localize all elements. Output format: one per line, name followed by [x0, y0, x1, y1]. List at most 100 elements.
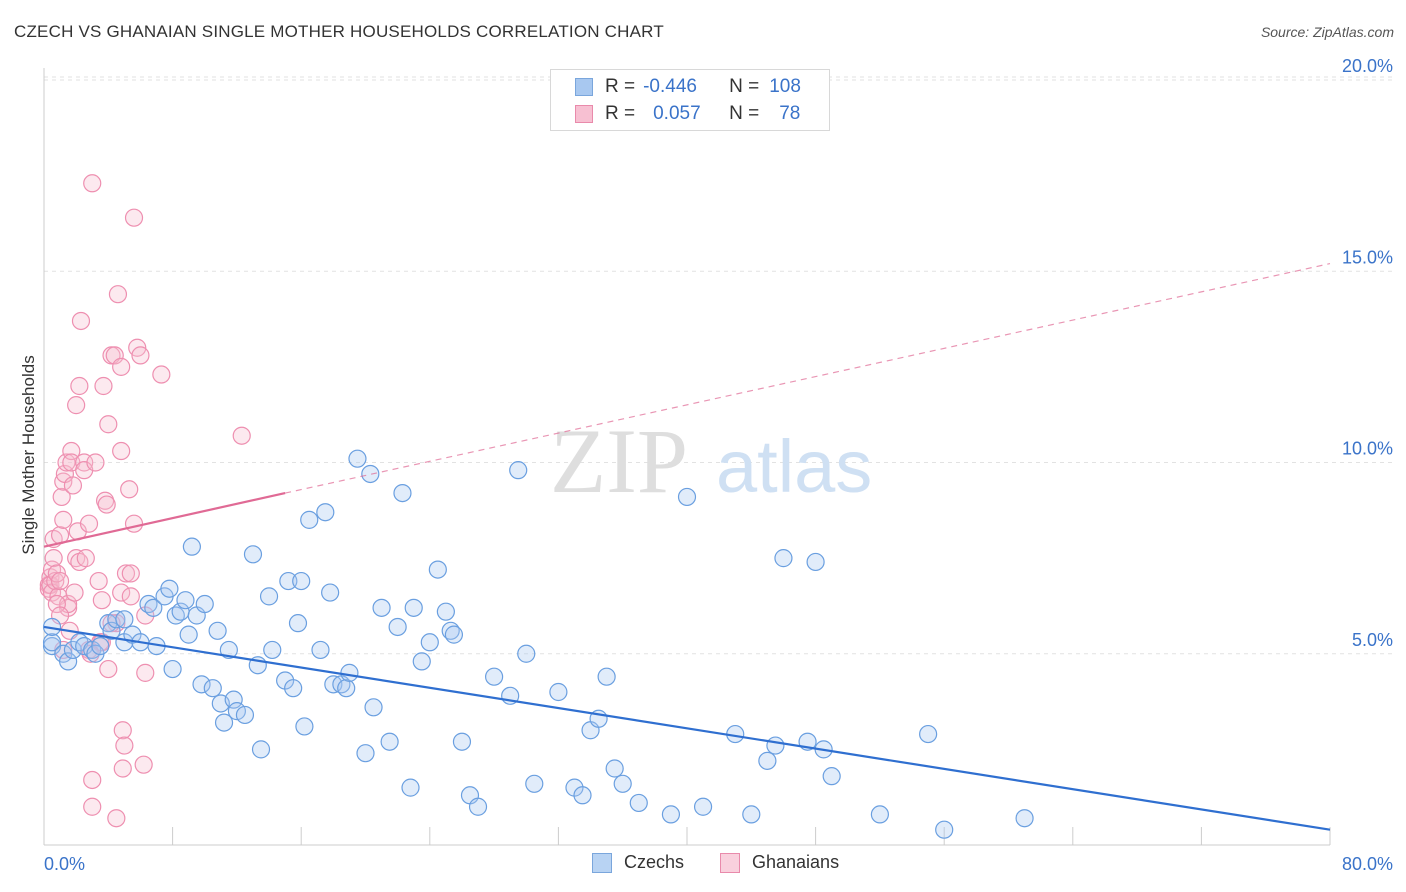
data-point-ghanaians: [63, 476, 83, 495]
data-point-ghanaians: [70, 376, 89, 396]
data-point-czechs: [144, 598, 163, 617]
data-point-czechs: [372, 598, 391, 617]
data-point-czechs: [758, 751, 777, 770]
data-point-czechs: [163, 659, 182, 679]
chart-source: Source: ZipAtlas.com: [1260, 24, 1394, 40]
data-point-czechs: [388, 617, 407, 637]
data-point-czechs: [348, 449, 367, 468]
legend-stats: R = -0.446 N = 108 R = 0.057 N = 78: [550, 69, 830, 131]
data-point-czechs: [806, 552, 825, 572]
data-point-czechs: [613, 774, 632, 793]
r-value: -0.446: [643, 76, 697, 97]
data-point-ghanaians: [116, 564, 136, 583]
data-point-czechs: [192, 675, 211, 694]
data-point-czechs: [292, 571, 311, 591]
data-point-czechs: [436, 602, 455, 621]
data-point-czechs: [573, 786, 592, 805]
data-point-ghanaians: [112, 583, 131, 602]
data-point-czechs: [259, 587, 279, 606]
data-point-czechs: [1015, 809, 1034, 828]
data-point-czechs: [693, 797, 713, 816]
data-point-czechs: [525, 774, 544, 793]
legend-item-ghanaians[interactable]: Ghanaians: [720, 852, 839, 873]
data-point-czechs: [742, 805, 761, 824]
n-value: 108: [769, 76, 801, 97]
data-point-czechs: [356, 744, 375, 763]
series-ghanaians: [39, 174, 251, 828]
data-point-czechs: [288, 614, 308, 633]
data-point-czechs: [321, 583, 340, 602]
data-point-czechs: [195, 594, 214, 614]
data-point-czechs: [219, 640, 238, 660]
data-point-ghanaians: [71, 311, 91, 331]
legend-label-czechs: Czechs: [624, 852, 685, 872]
trend-line-czechs: [43, 625, 1331, 831]
data-point-ghanaians: [54, 510, 73, 529]
data-point-czechs: [404, 598, 423, 617]
data-point-ghanaians: [94, 376, 113, 396]
data-point-czechs: [452, 732, 472, 751]
data-point-ghanaians: [52, 487, 71, 507]
data-point-czechs: [774, 549, 793, 568]
data-point-ghanaians: [108, 285, 128, 304]
r-label: R =: [605, 103, 636, 124]
data-point-czechs: [243, 545, 263, 564]
data-point-ghanaians: [57, 453, 76, 472]
data-point-ghanaians: [47, 594, 66, 614]
watermark-zip: ZIP: [550, 410, 688, 512]
grid: [44, 76, 1395, 655]
data-point-czechs: [380, 732, 399, 751]
data-point-czechs: [485, 667, 504, 686]
r-value: 0.057: [653, 103, 701, 124]
data-point-czechs: [364, 698, 383, 717]
series-czechs: [42, 449, 1034, 839]
y-tick-label: 15.0%: [1342, 247, 1393, 267]
legend-item-czechs[interactable]: Czechs: [592, 852, 684, 873]
y-tick-labels: 5.0% 10.0% 15.0% 20.0%: [1342, 56, 1393, 650]
data-point-ghanaians: [113, 759, 132, 778]
data-point-czechs: [182, 537, 201, 556]
data-point-czechs: [444, 625, 464, 644]
data-point-ghanaians: [124, 208, 144, 227]
n-value: 78: [779, 103, 801, 124]
data-point-ghanaians: [107, 809, 126, 828]
data-point-ghanaians: [83, 797, 102, 816]
n-label: N =: [729, 76, 760, 97]
x-tick-labels: 0.0% 80.0%: [44, 854, 1393, 874]
y-axis-label: Single Mother Households: [19, 355, 38, 554]
data-point-czechs: [766, 736, 785, 755]
legend-label-ghanaians: Ghanaians: [752, 852, 840, 872]
data-point-czechs: [203, 679, 222, 698]
data-point-czechs: [214, 713, 234, 732]
x-tick-label-min: 0.0%: [44, 854, 85, 874]
legend-swatch-ghanaians: [720, 852, 740, 873]
data-point-ghanaians: [134, 755, 153, 774]
legend-row-ghanaians: R = 0.057 N = 78: [575, 101, 800, 127]
chart-title: CZECH VS GHANAIAN SINGLE MOTHER HOUSEHOL…: [14, 22, 664, 41]
data-point-ghanaians: [92, 591, 111, 610]
y-tick-label: 5.0%: [1352, 630, 1393, 650]
data-point-czechs: [517, 644, 536, 663]
data-point-czechs: [91, 636, 110, 656]
axes: [43, 68, 1331, 846]
data-point-ghanaians: [65, 583, 84, 602]
data-point-czechs: [597, 667, 616, 686]
data-point-ghanaians: [120, 480, 139, 499]
data-point-czechs: [549, 682, 568, 702]
data-point-czechs: [316, 503, 335, 522]
data-point-czechs: [337, 679, 356, 698]
legend-swatch-czechs: [575, 78, 593, 96]
watermark-atlas: atlas: [716, 425, 872, 508]
legend-row-czechs: R = -0.446 N = 108: [575, 74, 801, 100]
trend-lines: [43, 263, 1331, 831]
data-point-ghanaians: [54, 472, 73, 491]
data-point-ghanaians: [97, 495, 116, 514]
data-point-ghanaians: [99, 415, 118, 434]
data-point-ghanaians: [89, 571, 108, 591]
data-point-ghanaians: [50, 571, 70, 591]
data-point-ghanaians: [152, 365, 171, 384]
data-point-czechs: [279, 571, 298, 591]
data-point-ghanaians: [46, 571, 65, 591]
data-point-czechs: [300, 510, 319, 529]
data-point-ghanaians: [136, 663, 155, 682]
